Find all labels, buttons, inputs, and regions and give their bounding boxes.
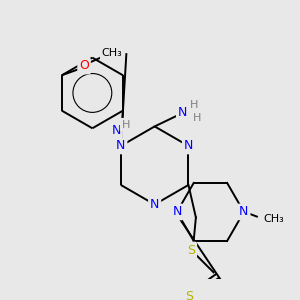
Text: O: O — [79, 59, 89, 73]
Text: H: H — [193, 113, 202, 123]
Text: S: S — [187, 244, 195, 256]
Text: N: N — [150, 198, 159, 211]
Text: N: N — [184, 140, 193, 152]
Text: CH₃: CH₃ — [263, 214, 284, 224]
Text: N: N — [239, 206, 249, 218]
Text: S: S — [185, 290, 194, 300]
Text: N: N — [172, 206, 182, 218]
Text: H: H — [190, 100, 198, 110]
Text: CH₃: CH₃ — [102, 48, 122, 58]
Text: N: N — [112, 124, 121, 136]
Text: H: H — [122, 120, 130, 130]
Text: N: N — [178, 106, 187, 119]
Text: N: N — [116, 140, 125, 152]
